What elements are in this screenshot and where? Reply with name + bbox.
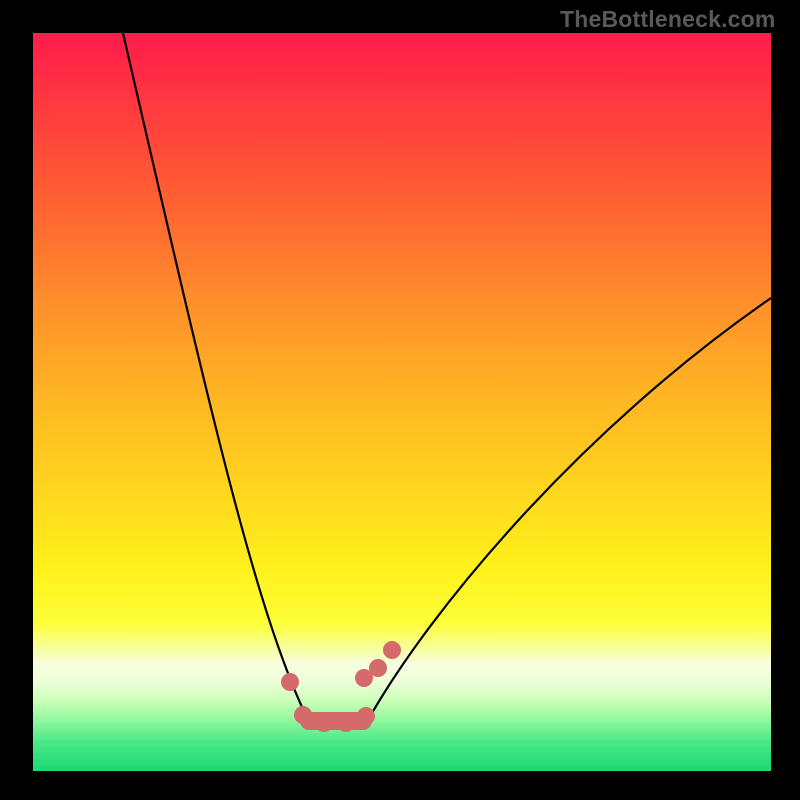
watermark-text: TheBottleneck.com (560, 6, 776, 33)
plot-area (33, 33, 771, 771)
valley-dot (369, 659, 387, 677)
valley-dot (383, 641, 401, 659)
valley-dot (294, 706, 312, 724)
bottleneck-chart (0, 0, 800, 800)
valley-dot (315, 714, 333, 732)
valley-dot (357, 707, 375, 725)
valley-dot (281, 673, 299, 691)
valley-dot (337, 714, 355, 732)
